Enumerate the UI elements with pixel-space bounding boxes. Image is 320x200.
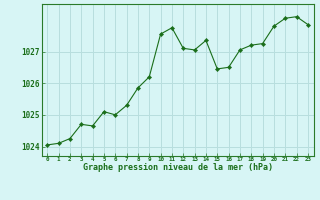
X-axis label: Graphe pression niveau de la mer (hPa): Graphe pression niveau de la mer (hPa) [83,163,273,172]
